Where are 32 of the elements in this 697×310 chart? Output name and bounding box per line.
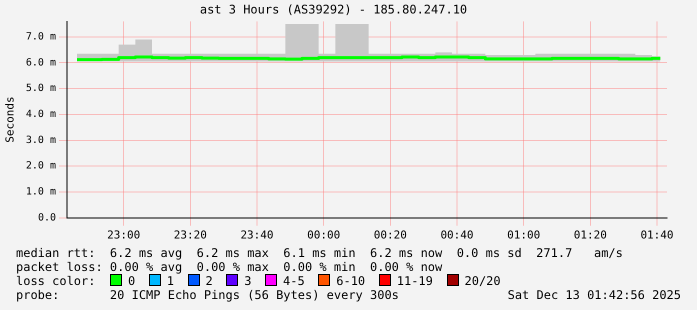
x-tick-label: 00:20 [374,228,407,242]
text: Sat Dec 13 01:42:56 2025 [508,288,681,302]
y-tick-label: 7.0 m [26,32,56,42]
x-tick-label: 23:00 [107,228,140,242]
x-tick-label: 01:00 [507,228,540,242]
y-tick-label: 5.0 m [26,83,56,94]
text: 3 [243,274,252,288]
text: 0 [127,274,136,288]
x-tick-label: 23:20 [174,228,207,242]
text: 6-10 [335,274,366,288]
x-tick-label: 00:00 [307,228,340,242]
y-axis-title: Seconds [3,96,16,143]
x-tick-label: 23:40 [240,228,274,242]
x-tick-label: 00:40 [440,228,474,242]
x-tick-label: 01:40 [640,228,674,242]
text: 4-5 [282,274,305,288]
y-tick-label: 6.0 m [26,57,56,68]
y-tick-label: 4.0 m [26,109,56,120]
y-tick-label: 0.0 [38,212,56,224]
y-tick-label: 2.0 m [26,160,56,172]
y-tick-label: 3.0 m [26,134,56,146]
chart-title: ast 3 Hours (AS39292) - 185.80.247.10 [200,2,468,16]
text: 11-19 [396,274,433,288]
text: median rtt: 6.2 ms avg 6.2 ms max 6.1 ms min 6.2 ms now 0.0 ms sd 271.7 am/s [16,246,623,260]
text: 20/20 [464,274,501,288]
text: loss color: [16,274,96,288]
y-tick-label: 1.0 m [26,186,56,198]
x-tick-label: 01:20 [574,228,607,242]
text: packet loss: 0.00 % avg 0.00 % max 0.00 % min 0.00 % now [16,260,442,274]
text: 1 [166,274,174,288]
text: probe: 20 ICMP Echo Pings (56 Bytes) every 300s [16,288,399,302]
text: 2 [204,274,213,288]
